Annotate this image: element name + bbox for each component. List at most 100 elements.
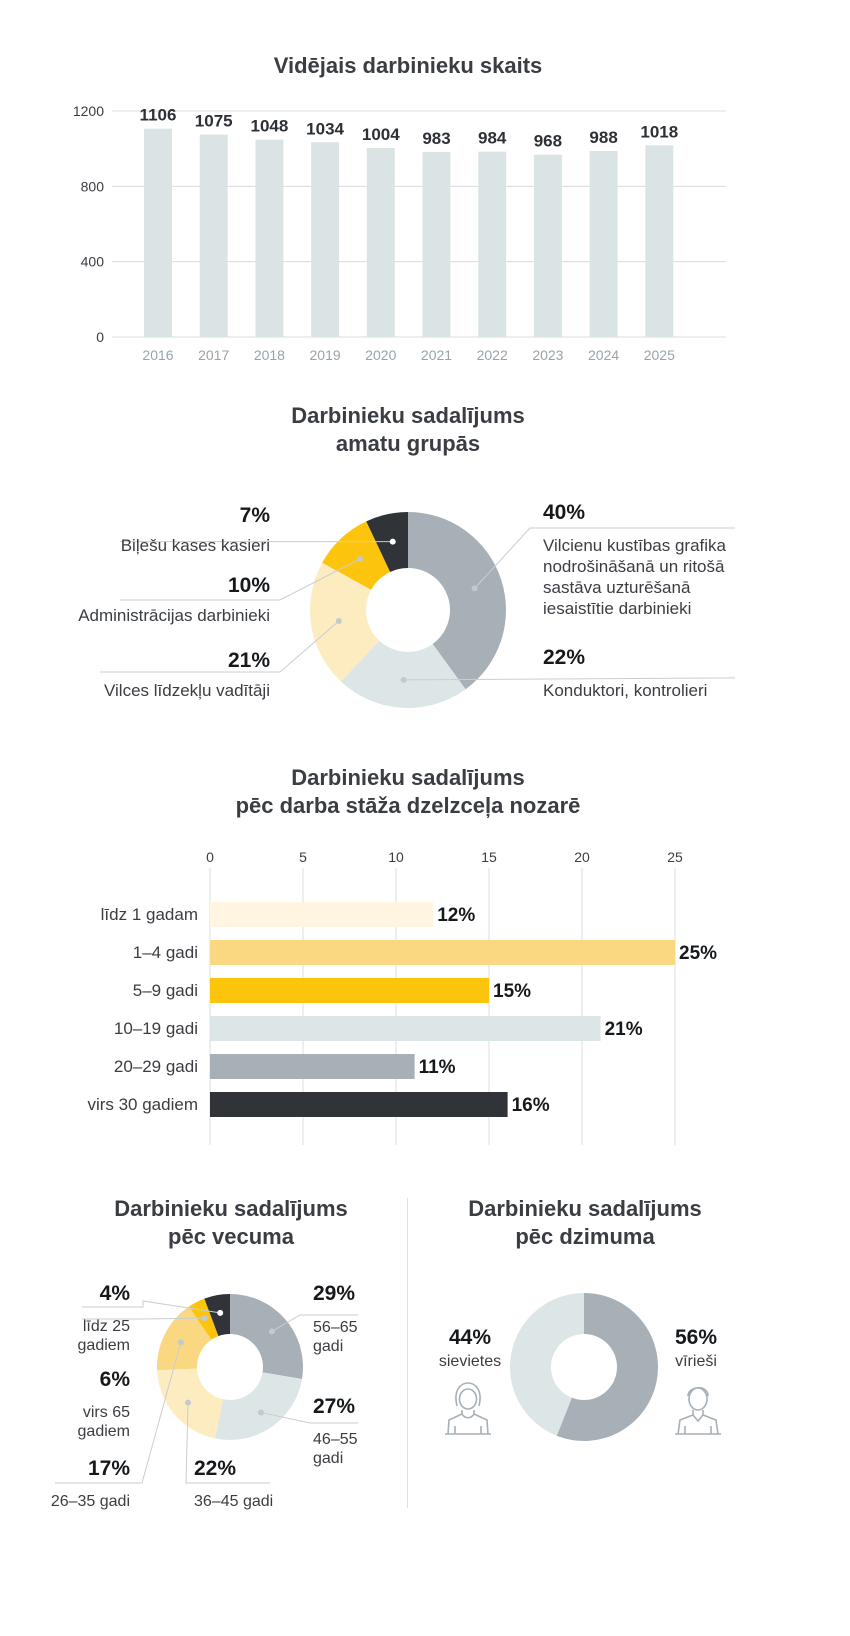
chart3-svg: 0 5 10 15 20 25 līdz 1 gadam 12% 1–4 gadi 25% 5–9 …: [87, 849, 717, 1145]
x-tick-label: 2016: [142, 347, 173, 363]
pie1-slice: [408, 512, 506, 690]
chart4-svg: [55, 1294, 358, 1484]
x-tick-label: 2024: [588, 347, 619, 363]
pie1-pct-vaditaji: 21%: [227, 649, 270, 672]
age-label-virs65: virs 65 gadiem: [77, 1404, 130, 1440]
leader-dot: [335, 617, 342, 624]
hbar: [210, 1016, 601, 1041]
bar-value-label: 988: [589, 128, 617, 147]
bar-value-label: 984: [478, 129, 507, 148]
hbar-category-label: 5–9 gadi: [133, 981, 198, 1000]
hbar: [210, 940, 675, 965]
bar: [144, 128, 172, 337]
bar: [533, 154, 562, 337]
age-pct-56-65: 29%: [313, 1282, 356, 1305]
chart5-svg: [510, 1293, 658, 1441]
leader-dot: [201, 1315, 208, 1322]
hbar-value-label: 15%: [493, 981, 531, 1002]
gender-label-sievietes: sievietes: [438, 1353, 502, 1370]
leader-dot: [400, 676, 407, 683]
pie1-pct-admin: 10%: [227, 574, 270, 597]
hbar: [210, 978, 489, 1003]
bar: [311, 142, 340, 337]
x-tick-label: 2023: [532, 347, 563, 363]
x-tick-label: 0: [206, 849, 214, 865]
leader-dot: [389, 538, 396, 545]
leader-dot: [357, 555, 364, 562]
hbar-value-label: 12%: [437, 905, 475, 926]
age-pct-lidz25: 4%: [99, 1282, 130, 1305]
gender-pct-sievietes: 44%: [448, 1326, 492, 1349]
leader-dot: [185, 1399, 192, 1406]
age-pct-26-35: 17%: [87, 1457, 130, 1480]
chart2-svg: [100, 512, 736, 708]
leader-dot: [177, 1339, 184, 1346]
hbar: [210, 1054, 415, 1079]
y-tick-label: 400: [81, 254, 105, 270]
pie3-slice: [556, 1293, 658, 1441]
section-divider: [407, 1198, 408, 1508]
y-tick-label: 0: [96, 329, 104, 345]
bar: [589, 150, 618, 337]
pie1-label-admin: Administrācijas darbinieki: [78, 606, 270, 625]
x-tick-label: 2018: [254, 347, 285, 363]
pie1-label-kasieri: Biļešu kases kasieri: [120, 536, 270, 555]
hbar-category-label: 20–29 gadi: [114, 1057, 198, 1076]
bar-value-label: 968: [534, 132, 562, 151]
pie1-label-vaditaji: Vilces līdzekļu vadītāji: [104, 681, 270, 700]
y-tick-label: 800: [81, 178, 105, 194]
hbar-category-label: 1–4 gadi: [133, 943, 198, 962]
age-label-56-65: 56–65 gadi: [313, 1319, 358, 1355]
man-icon: [675, 1386, 721, 1435]
x-tick-label: 2022: [477, 347, 508, 363]
leader-line: [82, 1317, 205, 1320]
x-tick-label: 2020: [365, 347, 396, 363]
bar-value-label: 983: [422, 129, 450, 148]
leader-line: [474, 527, 735, 589]
age-label-26-35: 26–35 gadi: [50, 1493, 130, 1510]
leader-line: [100, 620, 340, 673]
pie1-label-vilcienu: Vilcienu kustības grafika nodrošināšanā …: [543, 536, 727, 618]
bar-value-label: 1004: [362, 125, 400, 144]
leader-line: [185, 1402, 270, 1484]
pie2-slice: [156, 1306, 212, 1371]
leader-line: [403, 677, 736, 681]
hbar-category-label: līdz 1 gadam: [101, 905, 198, 924]
age-label-lidz25: līdz 25 gadiem: [77, 1318, 130, 1354]
age-label-46-55: 46–55 gadi: [313, 1431, 358, 1467]
chart2-title: Darbinieku sadalījums amatu grupās: [291, 403, 525, 456]
x-tick-label: 2017: [198, 347, 229, 363]
hbar: [210, 1092, 508, 1117]
bar: [478, 151, 507, 337]
hbar: [210, 902, 434, 927]
chart1-title: Vidējais darbinieku skaits: [273, 53, 543, 78]
x-tick-label: 2019: [310, 347, 341, 363]
bar-value-label: 1034: [306, 119, 344, 138]
leader-line: [271, 1314, 358, 1332]
chart3-title: Darbinieku sadalījums pēc darba stāža dz…: [235, 765, 581, 818]
y-tick-label: 1200: [73, 103, 104, 119]
chart1-svg: 0 400 800 1200 1106 2016 1075 2017 1048 2018 1034 2…: [73, 103, 726, 363]
bar: [366, 147, 395, 337]
bar-value-label: 1048: [250, 117, 288, 136]
hbar-value-label: 11%: [419, 1057, 456, 1078]
x-tick-label: 15: [481, 849, 497, 865]
leader-dot: [217, 1309, 224, 1316]
age-pct-virs65: 6%: [99, 1368, 130, 1391]
bar-value-label: 1075: [195, 112, 233, 131]
pie1-pct-kasieri: 7%: [239, 504, 270, 527]
pie1-slice: [310, 562, 380, 682]
hbar-value-label: 25%: [679, 943, 717, 964]
age-pct-46-55: 27%: [313, 1395, 356, 1418]
x-tick-label: 10: [388, 849, 404, 865]
age-pct-36-45: 22%: [194, 1457, 237, 1480]
pie1-pct-vilcienu: 40%: [543, 501, 586, 524]
bar: [422, 151, 451, 337]
gender-pct-virieshi: 56%: [674, 1326, 718, 1349]
x-tick-label: 2021: [421, 347, 452, 363]
woman-icon: [445, 1382, 491, 1435]
leader-line: [82, 1300, 221, 1314]
leader-dot: [268, 1328, 275, 1335]
x-tick-label: 5: [299, 849, 307, 865]
leader-line: [55, 1342, 182, 1484]
